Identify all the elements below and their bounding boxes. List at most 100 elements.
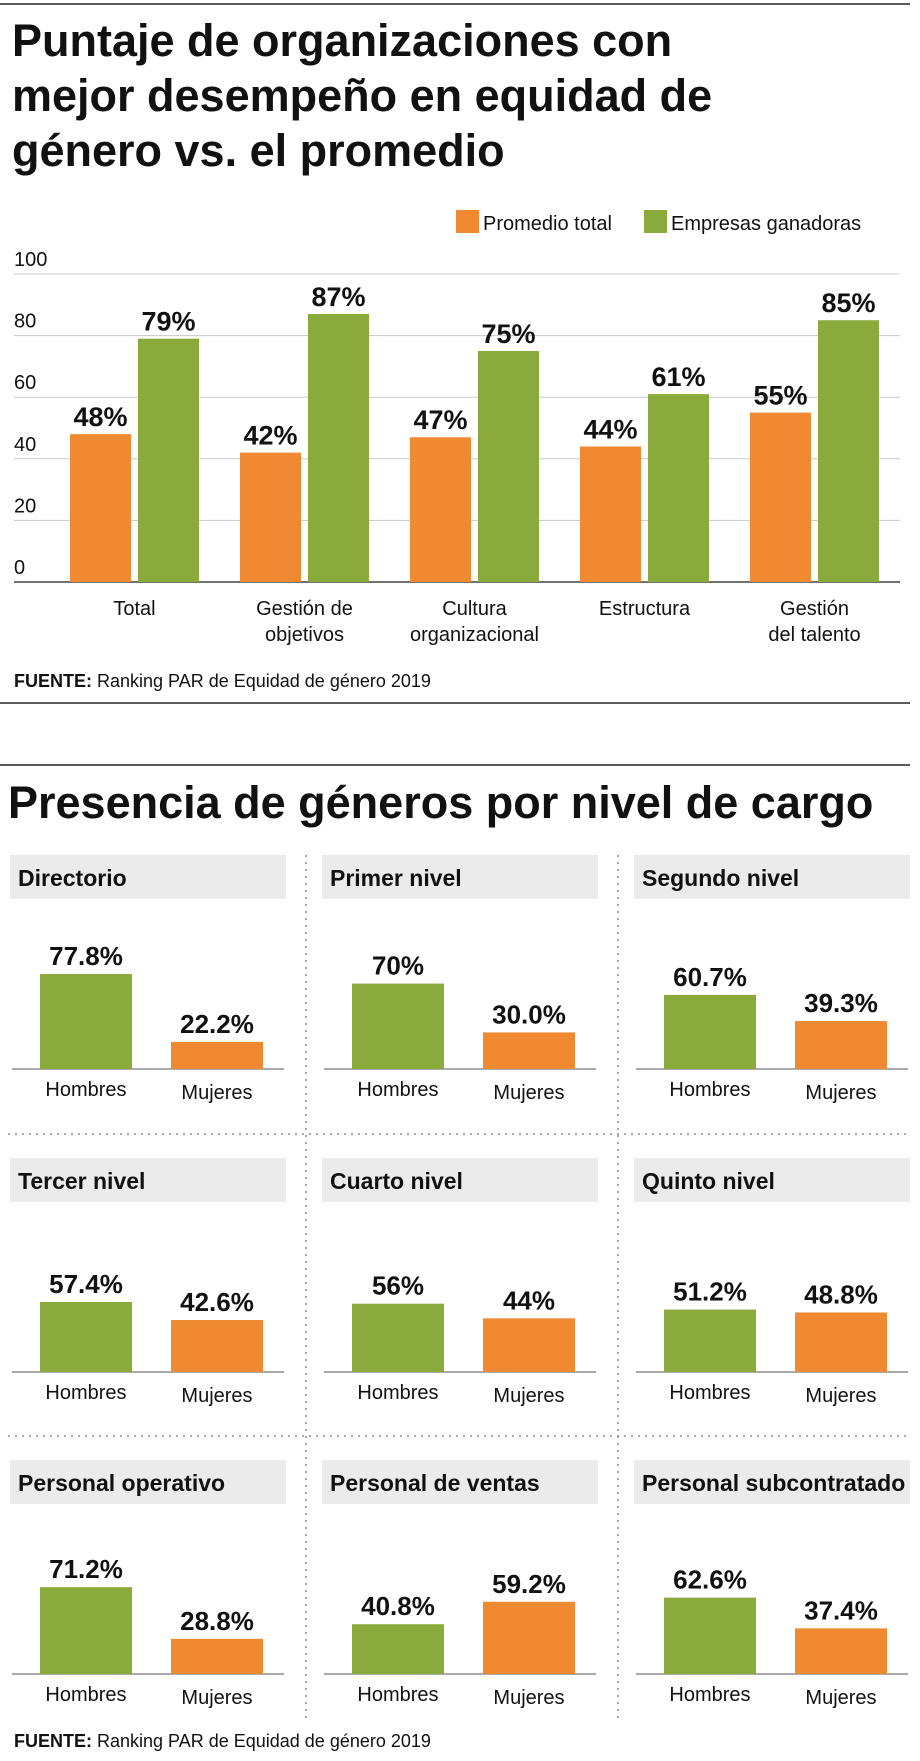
y-tick-label: 60: [14, 372, 36, 394]
data-label: 62.6%: [673, 1565, 747, 1595]
data-label: 85%: [821, 288, 875, 318]
data-label: 47%: [413, 405, 467, 435]
category-label: Mujeres: [181, 1385, 252, 1407]
panel-segundo-nivel: Segundo nivel 60.7% Hombres 39.3% Mujeres: [634, 855, 910, 1104]
panel-header: [10, 1158, 286, 1202]
category-label: Mujeres: [181, 1687, 252, 1709]
data-label: 71.2%: [49, 1554, 123, 1584]
chart1-title-line-3: género vs. el promedio: [12, 125, 505, 176]
legend-label-ganadoras: Empresas ganadoras: [671, 213, 861, 235]
data-label: 87%: [311, 282, 365, 312]
y-tick-label: 100: [14, 249, 47, 271]
y-tick-label: 0: [14, 557, 25, 579]
chart1-source-text: Ranking PAR de Equidad de género 2019: [92, 671, 431, 691]
panel-cuarto-nivel: Cuarto nivel 56% Hombres 44% Mujeres: [322, 1158, 598, 1407]
legend-swatch-promedio: [456, 210, 479, 233]
bar-hombres: [664, 994, 756, 1069]
category-label: Hombres: [45, 1684, 126, 1706]
bar-hombres: [40, 974, 132, 1069]
category-label: Mujeres: [493, 1082, 564, 1104]
bar-promedio: [70, 434, 131, 582]
bar-promedio: [750, 412, 811, 582]
panel-personal-operativo: Personal operativo 71.2% Hombres 28.8% Mujer…: [10, 1460, 286, 1709]
category-label: Hombres: [45, 1382, 126, 1404]
bar-hombres: [352, 983, 444, 1069]
data-label: 40.8%: [361, 1591, 435, 1621]
chart2-dotted-separators: [8, 855, 910, 1722]
panel-title: Segundo nivel: [642, 865, 799, 891]
bar-ganadoras: [648, 394, 709, 582]
data-label: 42%: [243, 421, 297, 451]
panel-primer-nivel: Primer nivel 70% Hombres 30.0% Mujeres: [322, 855, 598, 1104]
data-label: 51.2%: [673, 1277, 747, 1307]
bar-mujeres: [483, 1318, 575, 1372]
x-tick-label: Cultura: [442, 598, 507, 620]
data-label: 22.2%: [180, 1009, 254, 1039]
bar-ganadoras: [308, 314, 369, 582]
legend-swatch-ganadoras: [644, 210, 667, 233]
category-label: Mujeres: [805, 1385, 876, 1407]
bar-mujeres: [171, 1320, 263, 1372]
panel-title: Quinto nivel: [642, 1168, 775, 1194]
bar-hombres: [352, 1624, 444, 1674]
bar-ganadoras: [138, 338, 199, 582]
bar-mujeres: [171, 1041, 263, 1069]
bar-mujeres: [483, 1601, 575, 1674]
bar-promedio: [580, 446, 641, 582]
panel-header: [10, 855, 286, 899]
category-label: Mujeres: [493, 1687, 564, 1709]
panel-quinto-nivel: Quinto nivel 51.2% Hombres 48.8% Mujeres: [634, 1158, 910, 1407]
legend-label-promedio: Promedio total: [483, 213, 612, 235]
category-label: Hombres: [45, 1079, 126, 1101]
bar-mujeres: [171, 1638, 263, 1674]
panel-title: Tercer nivel: [18, 1168, 145, 1194]
panel-title: Cuarto nivel: [330, 1168, 463, 1194]
bar-hombres: [40, 1587, 132, 1674]
panel-header: [322, 1158, 598, 1202]
chart2-source-label: FUENTE:: [14, 1731, 92, 1751]
panel-header: [322, 855, 598, 899]
panel-header: [322, 1460, 598, 1504]
bar-mujeres: [795, 1312, 887, 1372]
data-label: 59.2%: [492, 1569, 566, 1599]
bar-ganadoras: [818, 320, 879, 582]
bar-mujeres: [795, 1628, 887, 1674]
data-label: 42.6%: [180, 1287, 254, 1317]
x-tick-label: Total: [113, 598, 155, 620]
data-label: 44%: [583, 414, 637, 444]
data-label: 70%: [372, 951, 424, 981]
panel-personal-de-ventas: Personal de ventas 40.8% Hombres 59.2% Mujer…: [322, 1460, 598, 1709]
panel-header: [634, 1158, 910, 1202]
data-label: 28.8%: [180, 1606, 254, 1636]
data-label: 48%: [73, 402, 127, 432]
x-tick-label: objetivos: [265, 624, 344, 646]
bar-ganadoras: [478, 351, 539, 582]
data-label: 57.4%: [49, 1269, 123, 1299]
chart1-source: FUENTE: Ranking PAR de Equidad de género…: [14, 671, 431, 691]
panel-title: Personal operativo: [18, 1470, 225, 1496]
category-label: Mujeres: [493, 1385, 564, 1407]
y-tick-label: 20: [14, 495, 36, 517]
chart2-source: FUENTE: Ranking PAR de Equidad de género…: [14, 1731, 431, 1751]
panel-title: Personal subcontratado: [642, 1470, 905, 1496]
chart2-source-text: Ranking PAR de Equidad de género 2019: [92, 1731, 431, 1751]
category-label: Hombres: [357, 1684, 438, 1706]
bar-hombres: [664, 1597, 756, 1674]
bar-hombres: [352, 1303, 444, 1372]
bar-mujeres: [795, 1021, 887, 1069]
bar-mujeres: [483, 1032, 575, 1069]
x-tick-label: Gestión: [780, 598, 849, 620]
category-label: Hombres: [669, 1684, 750, 1706]
panel-header: [634, 855, 910, 899]
y-tick-label: 40: [14, 434, 36, 456]
chart2-title: Presencia de géneros por nivel de cargo: [8, 777, 873, 828]
panel-header: [634, 1460, 910, 1504]
chart1-data-labels: 48% 79% 42% 87% 47% 75% 44% 61% 55% 85%: [73, 282, 875, 451]
chart2-panels: Directorio77.8%Hombres22.2%MujeresPrimer…: [10, 855, 910, 1709]
panel-header: [10, 1460, 286, 1504]
x-tick-label: del talento: [768, 624, 860, 646]
data-label: 77.8%: [49, 941, 123, 971]
x-tick-label: organizacional: [410, 624, 539, 646]
data-label: 44%: [503, 1285, 555, 1315]
